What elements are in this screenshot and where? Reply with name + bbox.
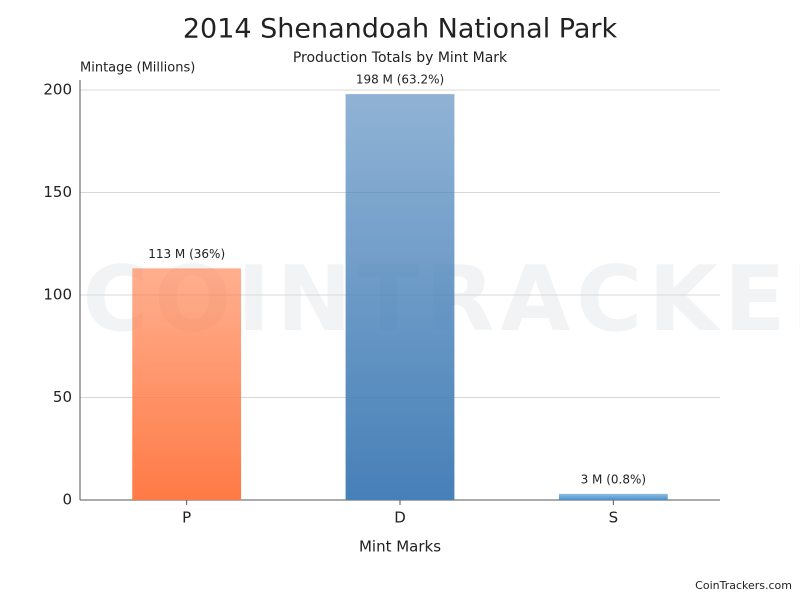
chart-title: 2014 Shenandoah National Park (183, 14, 618, 45)
x-tick-label: P (182, 509, 191, 527)
y-tick-label: 200 (43, 81, 72, 99)
chart-subtitle: Production Totals by Mint Mark (293, 50, 508, 66)
y-axis-title: Mintage (Millions) (80, 61, 195, 76)
value-label: 198 M (63.2%) (356, 73, 444, 87)
bar (345, 94, 455, 500)
credit: CoinTrackers.com (695, 579, 792, 592)
bar (558, 493, 668, 500)
y-tick-label: 100 (43, 286, 72, 304)
y-tick-label: 0 (62, 491, 72, 509)
x-axis-title: Mint Marks (359, 538, 441, 556)
y-tick-label: 150 (43, 183, 72, 201)
x-tick-label: D (394, 509, 406, 527)
value-label: 3 M (0.8%) (581, 472, 646, 486)
x-tick-label: S (609, 509, 619, 527)
bar (132, 268, 242, 500)
y-tick-label: 50 (53, 388, 72, 406)
value-label: 113 M (36%) (148, 247, 225, 261)
